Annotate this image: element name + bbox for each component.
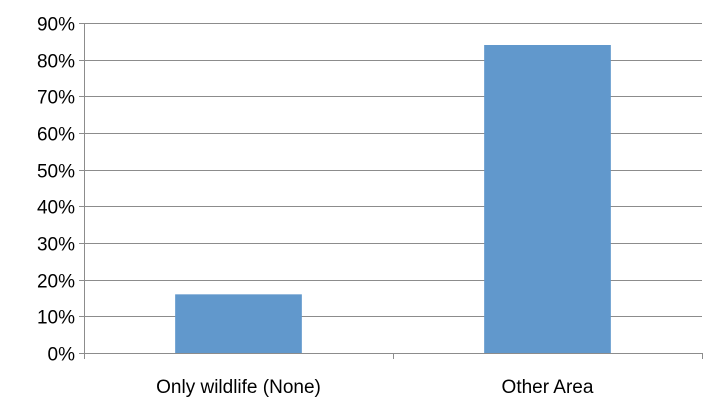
x-tick-label: Other Area: [502, 377, 594, 398]
gridlines: [84, 23, 702, 317]
y-tick-label: 30%: [37, 235, 75, 256]
y-tick-label: 0%: [48, 345, 76, 366]
y-tick-label: 50%: [37, 162, 75, 183]
y-tick-label: 60%: [37, 125, 75, 146]
bar-1: [175, 294, 302, 353]
y-tick-label: 80%: [37, 52, 75, 73]
y-tick-label: 90%: [37, 15, 75, 36]
y-tick-label: 10%: [37, 308, 75, 329]
y-axis-tick-labels: 0% 10% 20% 30% 40% 50% 60% 70% 80% 90%: [37, 15, 75, 366]
y-tick-label: 40%: [37, 198, 75, 219]
x-tick-label: Only wildlife (None): [156, 377, 321, 398]
bars: [175, 45, 611, 353]
axes: [79, 23, 703, 359]
bar-2: [484, 45, 611, 353]
y-tick-label: 70%: [37, 88, 75, 109]
x-axis-tick-labels: Only wildlife (None) Other Area: [156, 377, 594, 398]
y-tick-label: 20%: [37, 272, 75, 293]
